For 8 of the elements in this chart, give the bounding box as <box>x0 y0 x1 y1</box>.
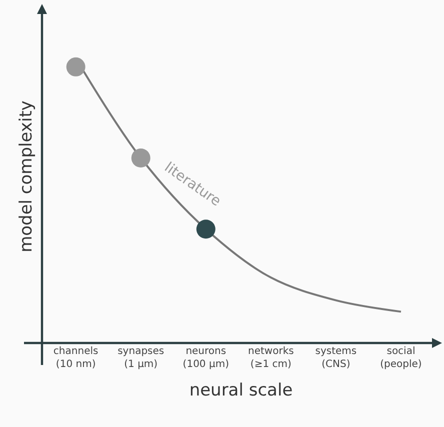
x-tick-label: neurons (100 μm) <box>182 346 230 370</box>
x-tick-label: networks (≥1 cm) <box>248 346 294 370</box>
x-tick-label: synapses (1 μm) <box>118 346 164 370</box>
x-axis-title: neural scale <box>189 380 293 400</box>
x-tick-label: channels (10 nm) <box>53 346 98 370</box>
y-axis-title: model complexity <box>16 100 37 252</box>
x-tick-label: social (people) <box>380 346 422 370</box>
x-tick-label: systems (CNS) <box>315 346 357 370</box>
